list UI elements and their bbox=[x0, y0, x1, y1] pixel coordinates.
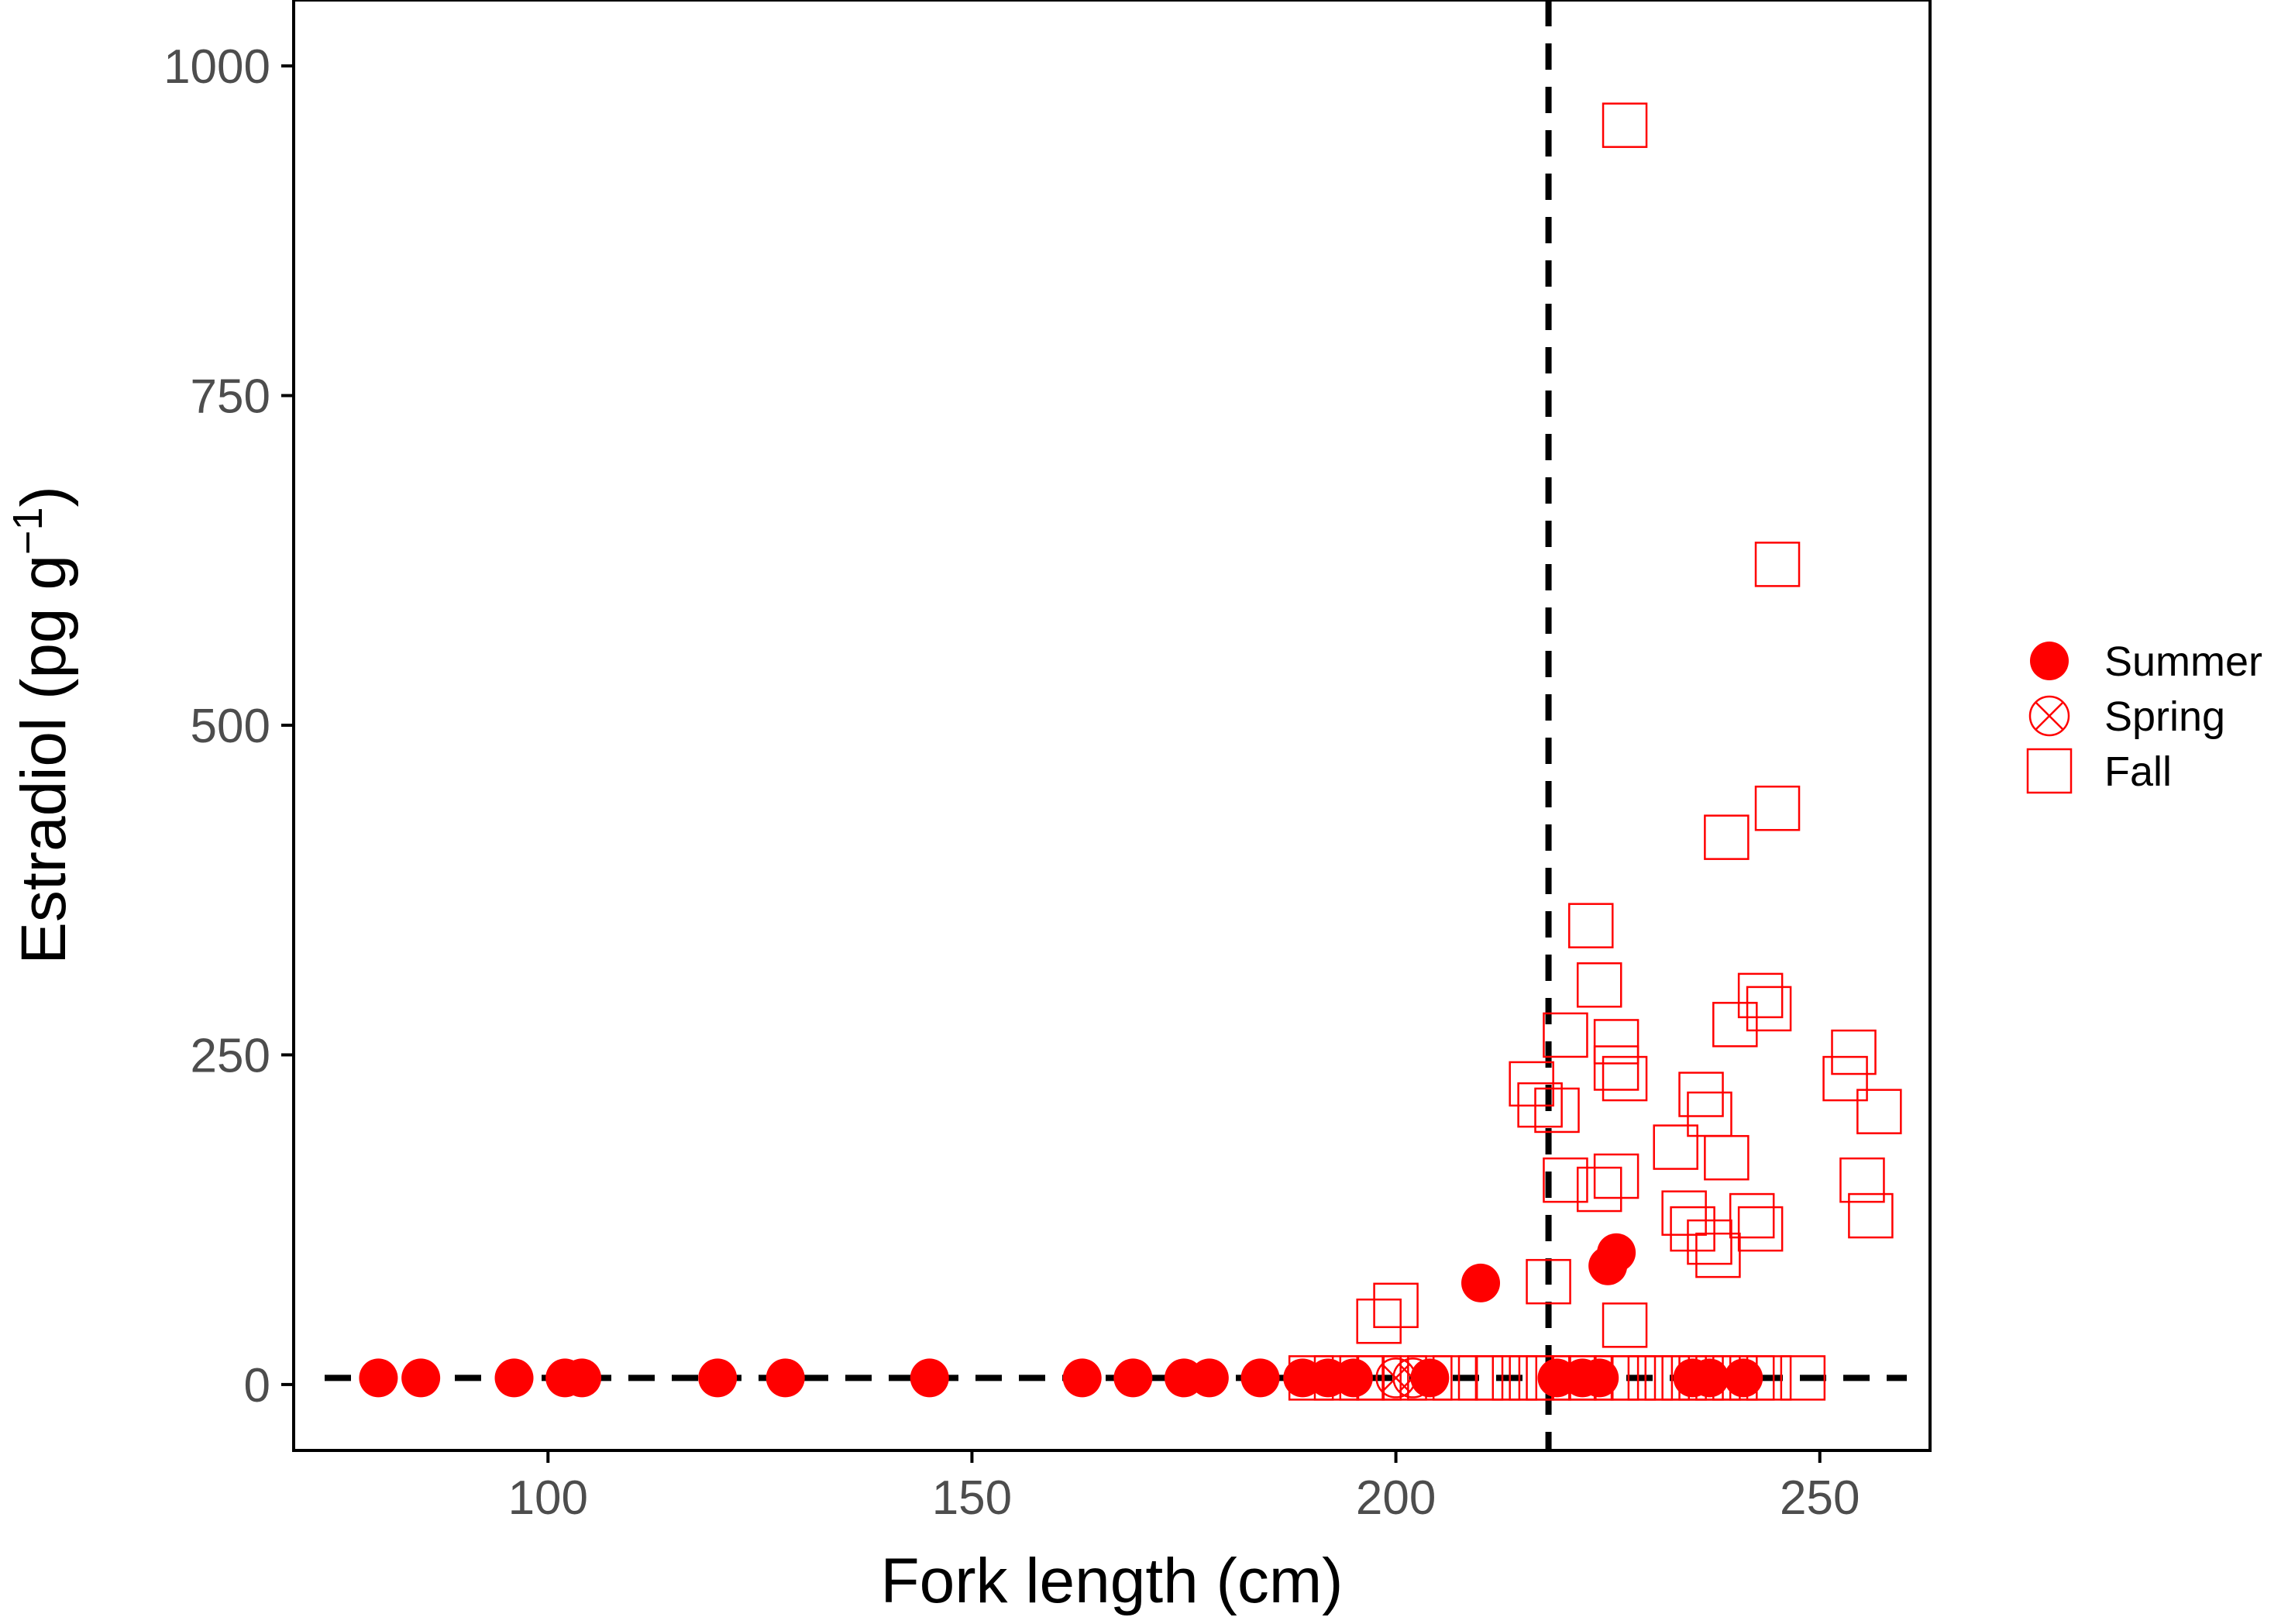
summer-point bbox=[359, 1358, 398, 1398]
y-axis-title: Estradiol (pg g−1) bbox=[5, 486, 79, 965]
fall-point bbox=[1576, 962, 1622, 1008]
fall-point bbox=[1822, 1055, 1868, 1102]
fall-point bbox=[1754, 542, 1801, 587]
fall-point bbox=[1712, 1002, 1758, 1048]
fall-point bbox=[1754, 785, 1801, 831]
x-tick-label: 150 bbox=[932, 1471, 1012, 1525]
fall-point bbox=[1695, 1232, 1741, 1278]
fall-point bbox=[1746, 986, 1792, 1032]
fall-point bbox=[1568, 903, 1614, 948]
fall-point bbox=[1534, 1087, 1580, 1134]
fall-point bbox=[1432, 1355, 1478, 1401]
x-axis: 100 150 200 250 bbox=[508, 1450, 1860, 1525]
summer-point bbox=[1597, 1233, 1636, 1272]
summer-point bbox=[1410, 1358, 1450, 1398]
y-tick-label: 0 bbox=[244, 1359, 270, 1412]
fall-point bbox=[1661, 1190, 1707, 1236]
fall-point bbox=[1737, 972, 1784, 1019]
fall-point bbox=[1831, 1029, 1877, 1075]
fall-point bbox=[1839, 1157, 1885, 1203]
x-tick-label: 250 bbox=[1780, 1471, 1860, 1525]
legend-key-summer bbox=[2030, 642, 2069, 680]
fall-point bbox=[1780, 1355, 1826, 1401]
spring-marker-ring bbox=[1392, 1357, 1433, 1399]
summer-point bbox=[1580, 1358, 1619, 1398]
fall-point bbox=[1543, 1157, 1588, 1203]
summer-point bbox=[766, 1358, 805, 1398]
y-tick-label: 1000 bbox=[163, 40, 270, 94]
fall-point bbox=[1602, 102, 1648, 148]
summer-point bbox=[563, 1358, 602, 1398]
fall-point bbox=[1704, 1134, 1750, 1181]
fall-point bbox=[1356, 1355, 1402, 1401]
spring-marker-ring bbox=[1375, 1357, 1416, 1399]
fall-point bbox=[1576, 1166, 1622, 1213]
summer-point bbox=[1062, 1358, 1102, 1398]
fall-point bbox=[1288, 1355, 1334, 1401]
y-tick-label: 250 bbox=[191, 1029, 270, 1082]
fall-point bbox=[1526, 1258, 1571, 1305]
summer-point bbox=[1333, 1358, 1373, 1398]
y-axis-title-close: ) bbox=[9, 486, 79, 507]
summer-point bbox=[1690, 1358, 1729, 1398]
summer-point bbox=[494, 1358, 534, 1398]
fall-point bbox=[1704, 814, 1750, 860]
spring-point bbox=[1392, 1357, 1433, 1399]
summer-point bbox=[1113, 1358, 1153, 1398]
legend-item-spring: Spring bbox=[2028, 693, 2225, 740]
legend-item-summer: Summer bbox=[2030, 638, 2262, 685]
legend-key-fall bbox=[2026, 748, 2073, 794]
y-tick-label: 750 bbox=[191, 370, 270, 424]
legend-label-fall: Fall bbox=[2104, 748, 2172, 795]
fall-point bbox=[1678, 1072, 1724, 1117]
summer-point bbox=[910, 1358, 949, 1398]
fall-point bbox=[1729, 1192, 1775, 1239]
fall-point bbox=[1602, 1302, 1648, 1348]
x-tick-label: 200 bbox=[1356, 1471, 1436, 1525]
fall-point bbox=[1670, 1206, 1715, 1252]
fall-point bbox=[1568, 1355, 1614, 1401]
fall-point bbox=[1526, 1355, 1571, 1401]
legend-item-fall: Fall bbox=[2026, 748, 2172, 795]
spring-marker-cross bbox=[1398, 1363, 1428, 1392]
summer-point bbox=[1240, 1358, 1280, 1398]
fall-point bbox=[1746, 1355, 1792, 1401]
fall-point bbox=[1602, 1055, 1648, 1102]
fall-point bbox=[1848, 1192, 1894, 1239]
fall-point bbox=[1543, 1012, 1588, 1058]
fall-point bbox=[1373, 1282, 1419, 1329]
fall-point bbox=[1856, 1089, 1902, 1134]
fall-point bbox=[1737, 1206, 1784, 1252]
y-axis-title-superscript: −1 bbox=[5, 508, 51, 556]
plot-panel bbox=[292, 0, 1932, 1452]
y-axis-title-main: Estradiol (pg g bbox=[9, 555, 79, 965]
x-axis-title: Fork length (cm) bbox=[881, 1546, 1344, 1616]
fall-point bbox=[1653, 1124, 1698, 1170]
fall-point bbox=[1687, 1219, 1732, 1265]
fall-point bbox=[1593, 1045, 1639, 1091]
spring-marker-ring bbox=[2028, 695, 2070, 737]
legend-key-spring bbox=[2028, 695, 2070, 737]
summer-point bbox=[698, 1358, 738, 1398]
summer-point bbox=[1189, 1358, 1229, 1398]
fall-point bbox=[1593, 1019, 1639, 1065]
y-axis: 0 250 500 750 1000 bbox=[163, 40, 294, 1412]
fall-point bbox=[1313, 1355, 1360, 1401]
x-tick-label: 100 bbox=[508, 1471, 588, 1525]
fall-point bbox=[1593, 1153, 1639, 1199]
fall-point bbox=[1517, 1082, 1563, 1128]
data-points bbox=[359, 102, 1902, 1401]
fall-point bbox=[1407, 1355, 1453, 1401]
legend-label-summer: Summer bbox=[2104, 638, 2262, 685]
summer-point bbox=[1724, 1358, 1763, 1398]
spring-marker-cross bbox=[2035, 701, 2064, 731]
legend-label-spring: Spring bbox=[2104, 693, 2225, 740]
summer-point bbox=[1461, 1263, 1501, 1302]
legend: Summer Spring Fall bbox=[2026, 638, 2262, 795]
y-tick-label: 500 bbox=[191, 700, 270, 753]
summer-point bbox=[401, 1358, 441, 1398]
fall-point bbox=[1356, 1298, 1402, 1344]
fall-point bbox=[1381, 1355, 1427, 1401]
